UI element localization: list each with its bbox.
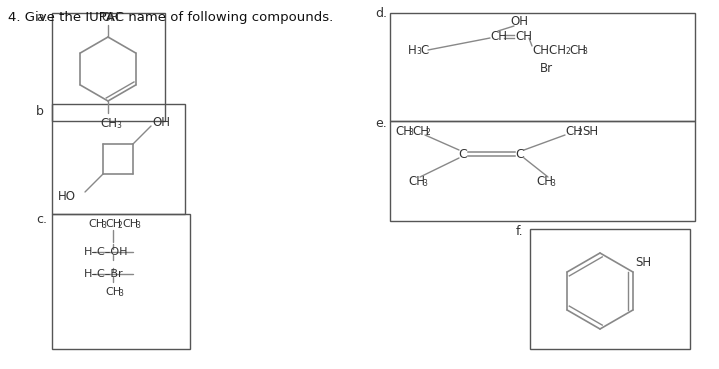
Text: HO: HO — [58, 190, 76, 203]
Text: CH: CH — [536, 175, 553, 187]
Text: OH: OH — [510, 14, 528, 28]
Text: C: C — [459, 148, 467, 161]
Text: 2: 2 — [578, 128, 583, 137]
Text: C: C — [516, 148, 524, 161]
Text: CH: CH — [395, 124, 412, 138]
Bar — [530, 229, 690, 349]
Text: CH: CH — [565, 124, 582, 138]
Text: CH: CH — [100, 117, 117, 130]
Text: SH: SH — [635, 255, 651, 269]
Text: b: b — [36, 104, 44, 117]
Bar — [52, 104, 185, 214]
Text: 3: 3 — [118, 289, 123, 298]
Text: f.: f. — [516, 224, 523, 238]
Bar — [390, 121, 695, 221]
Text: e.: e. — [375, 117, 387, 130]
Text: OH: OH — [101, 10, 119, 24]
Text: 2: 2 — [118, 221, 123, 230]
Bar — [390, 13, 695, 121]
Text: 4. Give the IUPAC name of following compounds.: 4. Give the IUPAC name of following comp… — [8, 11, 333, 24]
Text: d.: d. — [375, 7, 387, 20]
Bar — [52, 214, 190, 349]
Text: CH: CH — [515, 30, 532, 42]
Text: CHCH: CHCH — [532, 44, 566, 56]
Text: CH: CH — [412, 124, 429, 138]
Text: H: H — [408, 44, 417, 56]
Text: SH: SH — [582, 124, 598, 138]
Text: c.: c. — [36, 213, 47, 225]
Text: Br: Br — [540, 62, 553, 75]
Text: H–C–OH: H–C–OH — [84, 247, 129, 257]
Text: 3: 3 — [416, 47, 421, 56]
Text: 3: 3 — [550, 179, 555, 187]
Text: CH: CH — [569, 44, 586, 56]
Text: CH: CH — [490, 30, 507, 42]
Text: 3: 3 — [422, 179, 427, 187]
Text: 3: 3 — [116, 121, 121, 130]
Text: 3: 3 — [408, 128, 413, 137]
Text: a.: a. — [36, 10, 47, 24]
Text: CH: CH — [105, 287, 121, 297]
Text: H–C–Br: H–C–Br — [84, 269, 124, 279]
Text: 3: 3 — [582, 47, 587, 56]
Text: CH: CH — [122, 219, 138, 229]
Text: CH: CH — [105, 219, 121, 229]
Text: 2: 2 — [425, 128, 430, 137]
Text: CH: CH — [88, 219, 104, 229]
Text: OH: OH — [152, 115, 170, 128]
Text: C: C — [420, 44, 429, 56]
Text: CH: CH — [408, 175, 425, 187]
Text: 2: 2 — [565, 47, 569, 56]
Text: 3: 3 — [101, 221, 106, 230]
Text: 3: 3 — [135, 221, 140, 230]
Bar — [52, 13, 165, 121]
